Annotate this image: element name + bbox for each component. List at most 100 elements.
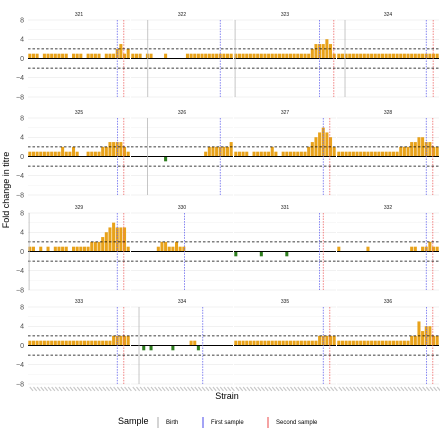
bar: [200, 53, 204, 59]
bar: [384, 53, 388, 59]
x-tick-label: [194, 386, 199, 392]
y-tick-label: 4: [20, 37, 24, 44]
x-tick-label: [105, 386, 110, 392]
bar: [314, 340, 318, 346]
bar: [428, 142, 432, 157]
bar: [126, 48, 130, 59]
x-tick-label: [352, 386, 358, 392]
bar: [226, 146, 230, 157]
bar: [93, 241, 97, 252]
bar: [388, 151, 392, 157]
bar: [215, 146, 219, 157]
x-tick-label: [33, 386, 38, 392]
panel-327: 327: [234, 110, 336, 196]
bar: [46, 151, 50, 157]
panel-332: 332: [337, 205, 439, 291]
y-tick-label: 0: [20, 56, 24, 63]
x-tick-label: [87, 386, 92, 392]
x-tick-label: [242, 386, 247, 392]
x-tick-label: [385, 386, 390, 392]
y-tick-label: −8: [16, 192, 24, 199]
bar: [259, 340, 263, 346]
x-tick-label: [146, 386, 152, 392]
bar: [215, 53, 219, 59]
bar: [68, 340, 72, 346]
bar: [222, 53, 226, 59]
bar: [90, 151, 94, 157]
x-tick-label: [65, 386, 70, 392]
bar: [112, 53, 116, 59]
bar: [274, 151, 278, 157]
bar: [28, 340, 32, 346]
x-tick-label: [58, 386, 63, 392]
x-tick-label: [282, 386, 287, 392]
y-tick-label: 0: [20, 249, 24, 256]
bar: [344, 151, 348, 157]
x-tick-label: [393, 386, 398, 392]
bar: [245, 53, 249, 59]
bar: [134, 53, 138, 59]
legend-title: Sample: [118, 416, 149, 426]
bar: [355, 53, 359, 59]
y-tick-label: −8: [16, 381, 24, 388]
bar: [391, 151, 395, 157]
bar: [79, 246, 83, 252]
x-tick-label: [290, 386, 295, 392]
bar: [72, 53, 76, 59]
bar: [340, 53, 344, 59]
bar: [31, 246, 35, 252]
bar: [402, 146, 406, 157]
bar: [318, 335, 322, 346]
bar: [303, 53, 307, 59]
x-tick-label: [342, 386, 347, 392]
bar: [344, 340, 348, 346]
bar: [270, 146, 274, 157]
bar: [373, 53, 377, 59]
x-tick-label: [190, 386, 195, 392]
bar: [28, 246, 32, 252]
panel-strip-label: 329: [75, 205, 84, 211]
bar: [391, 53, 395, 59]
bar: [381, 340, 385, 346]
panel-322: 322: [131, 12, 233, 98]
bar: [340, 151, 344, 157]
panel-325: 325 −8 −4 0 4 8: [16, 110, 130, 199]
x-tick-label: [168, 386, 173, 392]
bar: [321, 44, 325, 59]
bar: [410, 53, 414, 59]
bar: [373, 340, 377, 346]
x-tick-label: [260, 386, 265, 392]
x-tick-label: [76, 386, 81, 392]
x-tick-label: [36, 386, 41, 392]
bar: [149, 53, 153, 59]
x-tick-label: [219, 386, 224, 392]
bar: [39, 340, 43, 346]
bar: [222, 146, 226, 157]
bar: [28, 151, 32, 157]
bar: [82, 246, 86, 252]
bar: [86, 151, 90, 157]
bar: [245, 151, 249, 157]
bar: [263, 151, 267, 157]
x-tick-label: [396, 386, 401, 392]
bar: [75, 246, 79, 252]
bar: [68, 151, 72, 157]
legend-entry-label: Second sample: [276, 420, 318, 426]
x-tick-label: [422, 386, 427, 392]
x-tick-label: [374, 386, 379, 392]
bar: [292, 151, 296, 157]
bar: [351, 151, 355, 157]
bar: [53, 246, 57, 252]
bar: [377, 53, 381, 59]
x-tick-label: [403, 386, 409, 392]
bar: [384, 340, 388, 346]
bar: [299, 340, 303, 346]
panel-333: 333 −8 −4 0 4 8: [16, 299, 132, 392]
bar: [325, 132, 329, 157]
panel-strip-label: 336: [384, 299, 393, 305]
bar: [138, 53, 142, 59]
bar: [424, 142, 428, 157]
y-tick-label: −4: [16, 268, 24, 275]
bar: [288, 53, 292, 59]
x-tick-label: [136, 386, 141, 392]
